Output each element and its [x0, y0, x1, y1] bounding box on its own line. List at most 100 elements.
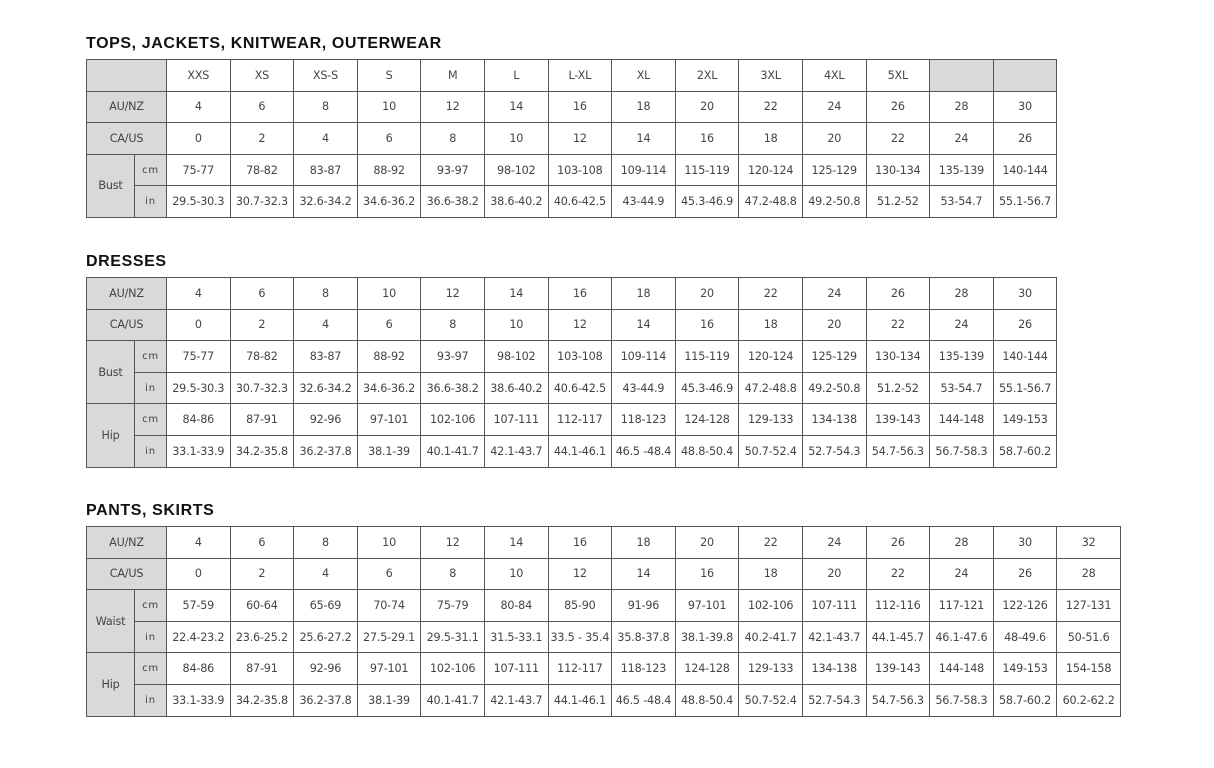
size-cell: 34.2-35.8 [229, 683, 295, 717]
size-cell: 34.6-36.2 [356, 185, 422, 218]
size-cell: 12 [547, 557, 613, 591]
size-cell: 58.7-60.2 [992, 683, 1058, 717]
size-cell: 47.2-48.8 [738, 371, 803, 405]
size-cell: 124-128 [674, 403, 740, 436]
size-cell: 4 [166, 90, 231, 124]
size-cell: 29.5-31.1 [420, 620, 485, 654]
size-cell: 87-91 [229, 403, 295, 436]
size-cell: 4 [293, 557, 358, 591]
size-cell: 28 [1056, 557, 1121, 591]
size-cell: 87-91 [229, 652, 295, 685]
size-cell: 43-44.9 [611, 371, 676, 405]
size-cell: 33.1-33.9 [166, 683, 231, 717]
size-cell: 6 [229, 90, 295, 124]
size-cell: 8 [420, 557, 485, 591]
size-cell: 102-106 [420, 403, 485, 436]
size-cell: 20 [674, 277, 740, 310]
size-cell: 12 [420, 526, 485, 559]
size-cell: 30 [992, 277, 1058, 310]
unit-label: in [134, 620, 167, 654]
size-cell: 55.1-56.7 [992, 185, 1058, 218]
size-cell: 93-97 [420, 340, 485, 373]
size-cell: 8 [420, 122, 485, 155]
size-cell: 34.2-35.8 [229, 434, 295, 468]
size-cell: 28 [929, 277, 994, 310]
section-title: PANTS, SKIRTS [86, 502, 215, 519]
size-cell: 24 [929, 122, 994, 155]
size-table: AU/NZ 4 6 8 10 12 14 16 18 20 22 24 26 28 30 CA/US 0 2 4 6 8… [86, 277, 1058, 468]
table-row: AU/NZ 4 6 8 10 12 14 16 18 20 22 24 26 28 30 [86, 90, 1058, 124]
size-cell: 10 [356, 277, 422, 310]
row-label: AU/NZ [86, 526, 167, 559]
size-cell: 4 [166, 526, 231, 559]
size-cell: 2 [229, 557, 295, 591]
size-cell: 139-143 [865, 403, 931, 436]
size-cell: 129-133 [738, 652, 803, 685]
table-row: CA/US 0 2 4 6 8 10 12 14 16 18 20 22 24 26 [86, 308, 1058, 342]
size-cell: 40.1-41.7 [420, 434, 485, 468]
size-cell: 70-74 [356, 589, 422, 622]
size-cell: 20 [801, 557, 867, 591]
size-cell: 92-96 [293, 403, 358, 436]
size-cell: 23.6-25.2 [229, 620, 295, 654]
size-cell: 120-124 [738, 340, 803, 373]
measure-label: Hip [86, 403, 135, 468]
size-cell: 91-96 [611, 589, 676, 622]
size-cell: 16 [547, 526, 613, 559]
size-cell: 33.5 - 35.4 [547, 620, 613, 654]
size-cell: 16 [547, 277, 613, 310]
size-cell: 25.6-27.2 [293, 620, 358, 654]
size-cell: 29.5-30.3 [166, 371, 231, 405]
size-cell: 109-114 [611, 153, 676, 187]
row-label: CA/US [86, 122, 167, 155]
size-cell: 8 [293, 526, 358, 559]
size-cell: 16 [547, 90, 613, 124]
size-cell: 56.7-58.3 [929, 683, 994, 717]
size-cell: 2 [229, 122, 295, 155]
section-tops: TOPS, JACKETS, KNITWEAR, OUTERWEAR XXS XS… [86, 33, 1058, 218]
size-cell: 26 [865, 526, 931, 559]
size-cell: 83-87 [293, 153, 358, 187]
size-cell: 78-82 [229, 340, 295, 373]
size-cell: 22 [865, 308, 931, 342]
size-cell: 35.8-37.8 [611, 620, 676, 654]
size-cell: 97-101 [356, 403, 422, 436]
size-cell: 134-138 [801, 403, 867, 436]
size-cell: 130-134 [865, 340, 931, 373]
size-cell: 44.1-45.7 [865, 620, 931, 654]
size-cell: 29.5-30.3 [166, 185, 231, 218]
size-cell: 14 [483, 277, 549, 310]
size-cell: 52.7-54.3 [801, 683, 867, 717]
size-cell: 84-86 [166, 403, 231, 436]
size-cell: 54.7-56.3 [865, 683, 931, 717]
size-cell: M [420, 59, 485, 92]
size-cell: 102-106 [738, 589, 803, 622]
size-cell: 8 [293, 277, 358, 310]
unit-label: cm [134, 589, 167, 622]
size-cell: S [356, 59, 422, 92]
size-cell: 48.8-50.4 [674, 434, 740, 468]
size-cell: 115-119 [674, 153, 740, 187]
size-cell: 32 [1056, 526, 1121, 559]
table-row: in 33.1-33.9 34.2-35.8 36.2-37.8 38.1-39 40.1… [87, 434, 1058, 468]
row-label: CA/US [86, 308, 167, 342]
size-cell: 56.7-58.3 [929, 434, 994, 468]
size-cell: 47.2-48.8 [738, 185, 803, 218]
size-cell: 18 [611, 277, 676, 310]
size-cell: 75-79 [420, 589, 485, 622]
size-cell: 144-148 [929, 652, 994, 685]
size-cell: 24 [801, 526, 867, 559]
size-cell: 125-129 [801, 340, 867, 373]
size-cell: 22 [865, 557, 931, 591]
size-cell: L-XL [547, 59, 613, 92]
size-cell: 10 [483, 557, 549, 591]
size-cell: 22 [865, 122, 931, 155]
size-cell: 60-64 [229, 589, 295, 622]
size-cell: 12 [420, 277, 485, 310]
size-cell: 49.2-50.8 [801, 371, 867, 405]
size-cell: 97-101 [356, 652, 422, 685]
table-row: Bust cm 75-77 78-82 83-87 88-92 93-97 98-102 103… [86, 340, 1058, 405]
size-cell: 24 [801, 90, 867, 124]
size-cell: 2 [229, 308, 295, 342]
size-cell: 28 [929, 90, 994, 124]
